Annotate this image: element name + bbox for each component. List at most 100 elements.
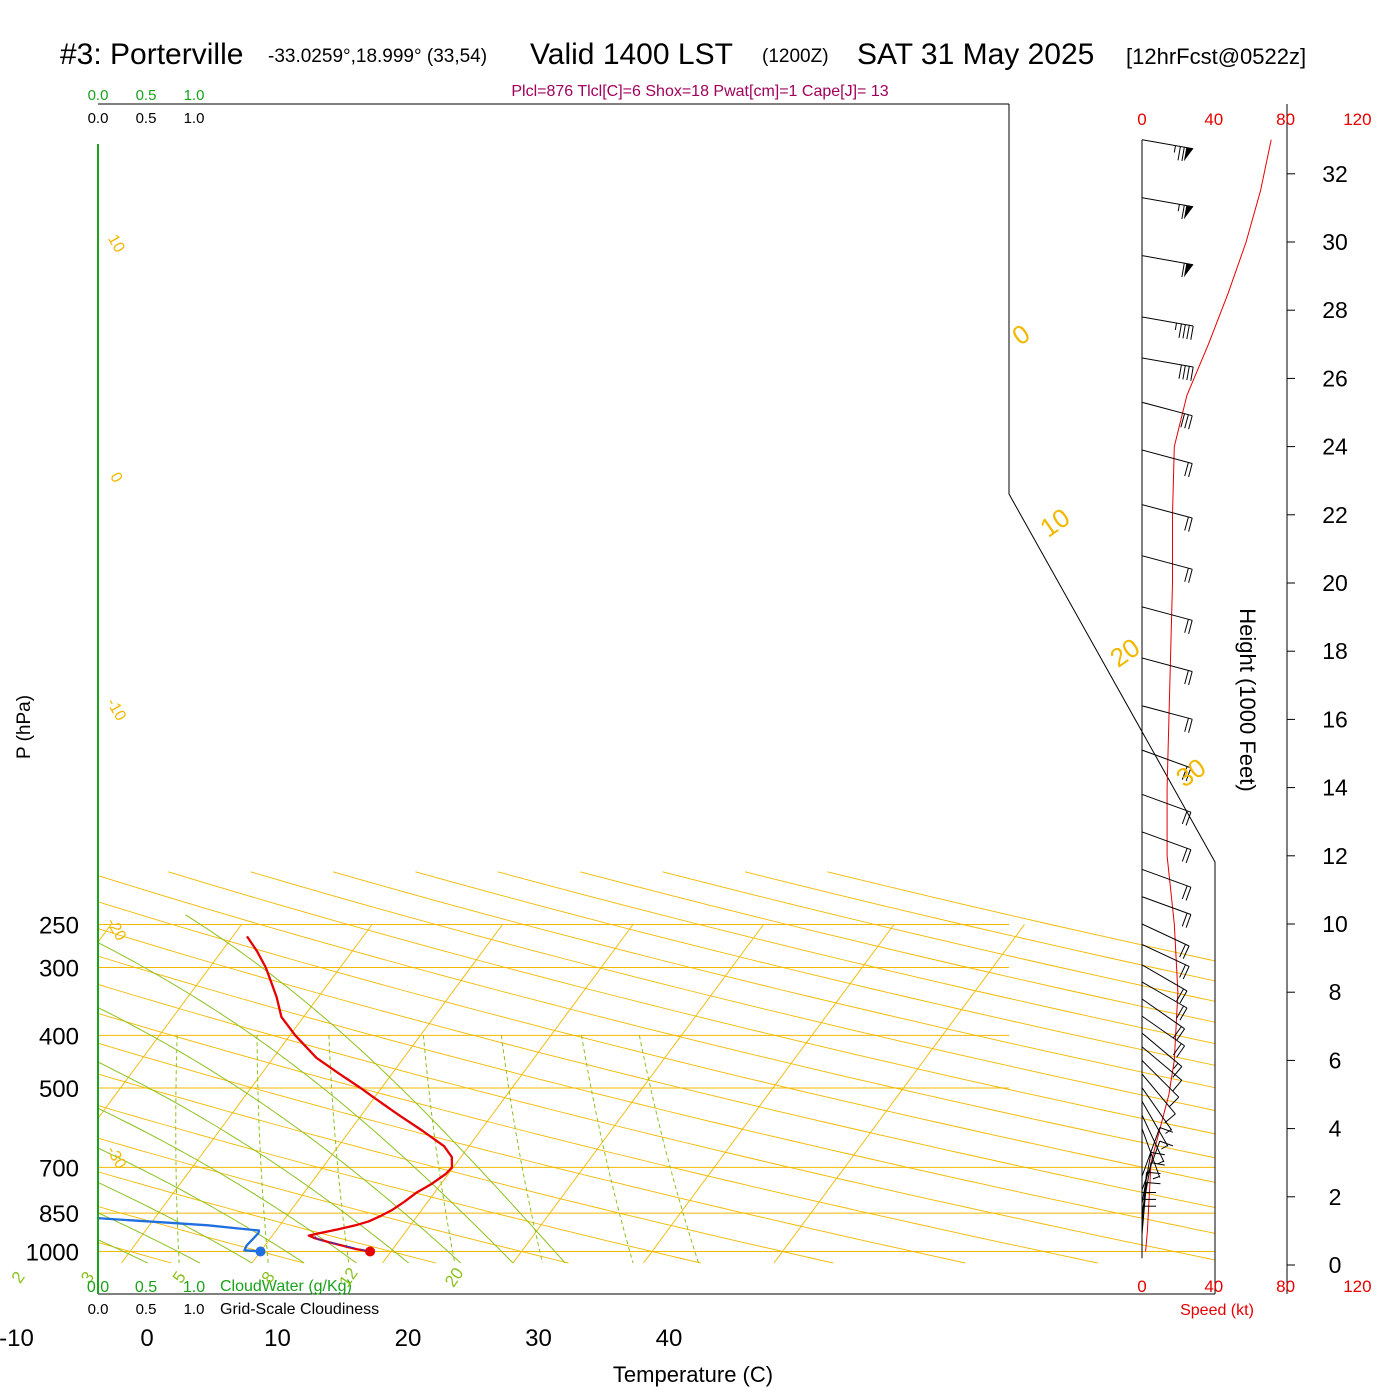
wind-barb: [1141, 896, 1192, 928]
wind-barb-staff: [1141, 401, 1193, 417]
wind-barb: [1141, 1015, 1186, 1058]
wind-barb-feather: [1184, 718, 1189, 732]
dry-adiabat-label: -10: [103, 695, 129, 724]
wind-speed-line: [1145, 139, 1272, 1252]
pressure-tick-label: 400: [39, 1023, 79, 1050]
height-tick-label: 18: [1322, 638, 1348, 664]
wind-speed-tick-label: 40: [1204, 110, 1223, 129]
moist-adiabat-line: [98, 914, 462, 1264]
wind-barb: [1141, 316, 1194, 340]
dry-adiabat-line: [98, 871, 834, 1264]
temperature-line: [246, 935, 454, 1253]
wind-barb-staff: [1141, 139, 1194, 150]
cloud-scale-top-black-label: 1.0: [184, 110, 205, 127]
mixing-ratio-line: [328, 1035, 350, 1264]
wind-barb-feather: [1185, 887, 1192, 901]
height-tick-label: 16: [1322, 706, 1348, 732]
wind-barb: [1141, 1205, 1156, 1259]
height-tick-label: 0: [1329, 1252, 1342, 1278]
wind-barb: [1141, 1087, 1173, 1134]
mixing-ratio-line: [500, 1035, 543, 1264]
mixing-ratio-label: 20: [441, 1264, 467, 1290]
wind-barb: [1141, 1060, 1180, 1108]
wind-barb-staff: [1141, 705, 1193, 720]
surface-temperature-point: [365, 1246, 376, 1257]
wind-barb-feather: [1164, 1113, 1176, 1124]
wind-barb-staff: [1141, 255, 1194, 266]
temperature-tick-label: 0: [140, 1325, 153, 1352]
temperature-tick-label: 20: [395, 1325, 422, 1352]
dry-adiabat-line: [580, 871, 1215, 1264]
dry-adiabat-label: -20: [103, 915, 129, 944]
dry-adiabat-line: [98, 871, 1215, 1264]
wind-barb-feather: [1185, 849, 1192, 864]
axis-labels: Temperature (C) P (hPa) Height (1000 Fee…: [0, 87, 1372, 1387]
height-tick-label: 22: [1322, 502, 1348, 528]
wind-barb-staff: [1141, 316, 1194, 327]
wind-barb-feather: [1180, 413, 1185, 428]
cloudiness-scale-label: 1.0: [184, 1301, 205, 1318]
dry-adiabat-line: [98, 871, 569, 1264]
height-tick-label: 8: [1329, 979, 1342, 1005]
dry-adiabat-line: [744, 871, 1215, 1264]
x-axis-title: Temperature (C): [613, 1362, 773, 1387]
wind-barb-feather: [1159, 1127, 1174, 1133]
wind-barb-feather: [1179, 964, 1186, 978]
height-tick-label: 2: [1329, 1184, 1342, 1210]
wind-barb-feather: [1184, 670, 1189, 685]
upper-right-label: 10: [1034, 502, 1075, 543]
isotherm-line: [121, 924, 373, 1264]
wind-barb: [1141, 1101, 1169, 1150]
wind-barb-staff: [1141, 1060, 1180, 1098]
surface-dewpoint-point: [255, 1246, 266, 1257]
dry-adiabat-line: [98, 871, 172, 1264]
stability-indices: Plcl=876 Tlcl[C]=6 Shox=18 Pwat[cm]=1 Ca…: [511, 83, 889, 100]
dry-adiabat-line: [98, 871, 701, 1264]
wind-barb-staff: [1141, 1101, 1169, 1147]
wind-barb-staff: [1141, 868, 1192, 888]
dry-adiabat-line: [98, 871, 1215, 1264]
wind-barb-feather: [1176, 1045, 1186, 1058]
isotherm-line: [773, 924, 1025, 1264]
dry-adiabat-line: [98, 871, 966, 1264]
wind-barb: [1141, 923, 1190, 959]
temperature-tick-label: 40: [656, 1325, 683, 1352]
wind-barb-staff: [1141, 1073, 1176, 1115]
dewpoint-line: [98, 1217, 261, 1253]
wind-panel: [1141, 139, 1272, 1259]
dry-adiabat-line: [98, 871, 1215, 1264]
wind-barb-feather: [1177, 146, 1181, 161]
wind-barb: [1141, 831, 1192, 864]
wind-barb: [1141, 657, 1193, 686]
wind-speed-tick-label: 0: [1137, 110, 1146, 129]
wind-barb-feather: [1181, 263, 1185, 277]
height-tick-label: 6: [1329, 1047, 1342, 1073]
wind-barb-feather: [1188, 415, 1193, 430]
dry-adiabat-line: [332, 871, 1215, 1264]
height-tick-label: 20: [1322, 570, 1348, 596]
wind-barb: [1141, 255, 1194, 278]
wind-barb: [1141, 1171, 1161, 1225]
mixing-ratio-line: [18, 1035, 32, 1263]
wind-barb-feather: [1184, 567, 1189, 582]
wind-barb-half-feather: [1152, 1176, 1160, 1180]
wind-barb-staff: [1141, 606, 1193, 621]
wind-barb-feather: [1172, 1079, 1183, 1092]
wind-barb-feather: [1181, 885, 1188, 900]
height-tick-label: 32: [1322, 161, 1348, 187]
wind-barb-staff: [1141, 357, 1194, 368]
dry-adiabat-line: [497, 871, 1215, 1264]
mixing-ratio-line: [422, 1035, 456, 1264]
height-tick-label: 14: [1322, 775, 1348, 801]
wind-barb: [1141, 139, 1194, 162]
wind-barb-feather: [1181, 147, 1185, 162]
dry-adiabat-line: [0, 872, 39, 1263]
sounding-profiles: [98, 935, 454, 1257]
wind-barb-feather: [1179, 1007, 1188, 1021]
wind-barb: [1141, 749, 1192, 782]
wind-barb-feather: [1188, 671, 1193, 686]
mixing-ratio-label: 2: [8, 1268, 29, 1287]
wind-barb-feather: [1172, 1043, 1182, 1056]
wind-barb-half-feather: [1173, 1062, 1179, 1070]
wind-barb: [1141, 944, 1190, 980]
